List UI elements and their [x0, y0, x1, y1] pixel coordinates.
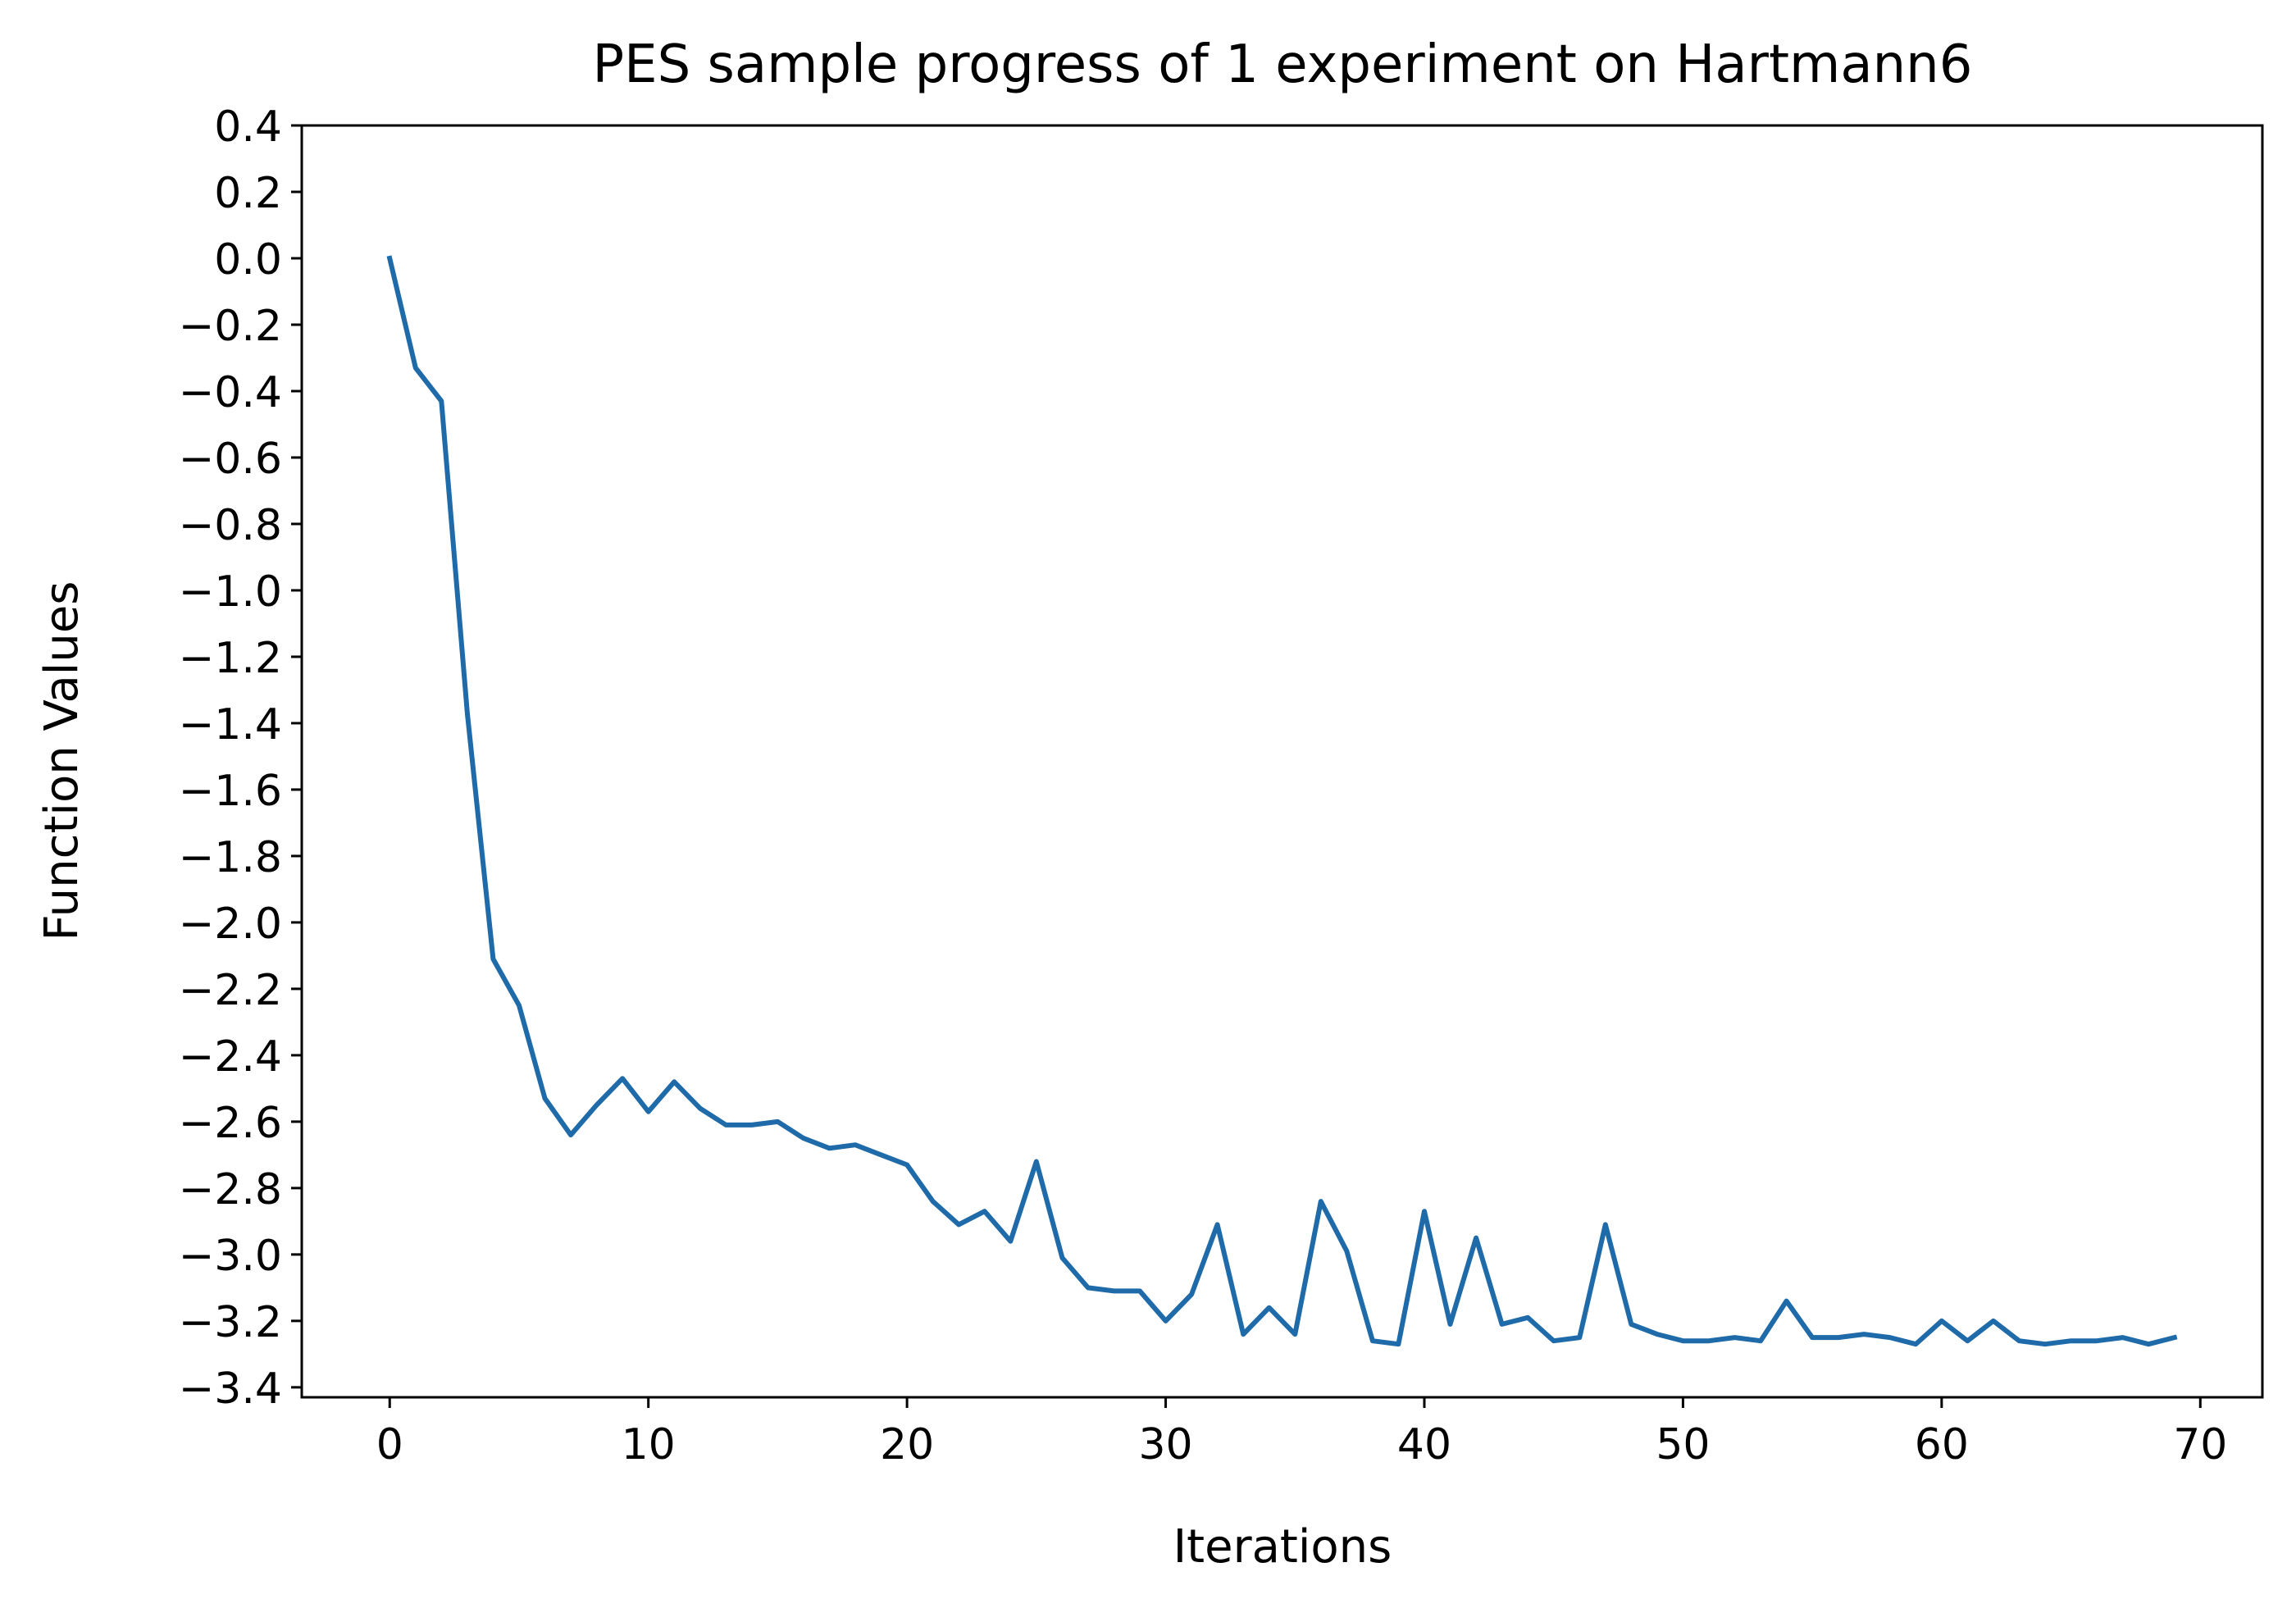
y-tick-label: −1.0 [179, 567, 282, 617]
y-tick-label: 0.4 [214, 102, 282, 152]
y-tick-label: −1.8 [179, 833, 282, 882]
series-line-0 [386, 255, 2178, 1347]
y-tick-label: −3.4 [179, 1364, 282, 1414]
x-tick-label: 30 [1138, 1420, 1192, 1469]
y-tick-label: −2.0 [179, 900, 282, 949]
y-tick-label: −2.6 [179, 1099, 282, 1148]
x-axis: 0 10 20 30 40 50 60 70 [376, 1397, 2227, 1469]
x-tick-label: 70 [2173, 1420, 2227, 1469]
x-axis-title: Iterations [1173, 1520, 1392, 1574]
y-tick-label: −1.6 [179, 767, 282, 816]
series-layer [386, 255, 2178, 1347]
y-axis: 0.4 0.2 0.0 −0.2 −0.4 −0.6 −0.8 −1.0 −1.2 −1.4 −1.… [179, 102, 302, 1414]
y-tick-label: −1.2 [179, 634, 282, 683]
y-tick-label: −2.2 [179, 966, 282, 1015]
x-tick-label: 0 [376, 1420, 403, 1469]
x-tick-label: 20 [880, 1420, 934, 1469]
y-tick-label: −3.2 [179, 1298, 282, 1347]
y-tick-label: −0.8 [179, 501, 282, 550]
y-tick-label: −2.8 [179, 1165, 282, 1214]
y-tick-label: 0.2 [214, 169, 282, 218]
plot-frame [300, 124, 2264, 1399]
y-tick-label: 0.0 [214, 235, 282, 285]
y-tick-label: −2.4 [179, 1032, 282, 1082]
y-tick-label: −0.4 [179, 368, 282, 417]
y-tick-label: −3.0 [179, 1232, 282, 1281]
y-tick-label: −1.4 [179, 700, 282, 749]
y-axis-title: Function Values [35, 581, 89, 941]
y-tick-label: −0.2 [179, 302, 282, 351]
x-tick-label: 50 [1656, 1420, 1710, 1469]
plot-area [300, 124, 2264, 1399]
x-tick-label: 40 [1397, 1420, 1451, 1469]
x-tick-label: 10 [622, 1420, 676, 1469]
chart-title: PES sample progress of 1 experiment on H… [593, 34, 1973, 95]
y-tick-label: −0.6 [179, 435, 282, 484]
x-tick-label: 60 [1915, 1420, 1969, 1469]
